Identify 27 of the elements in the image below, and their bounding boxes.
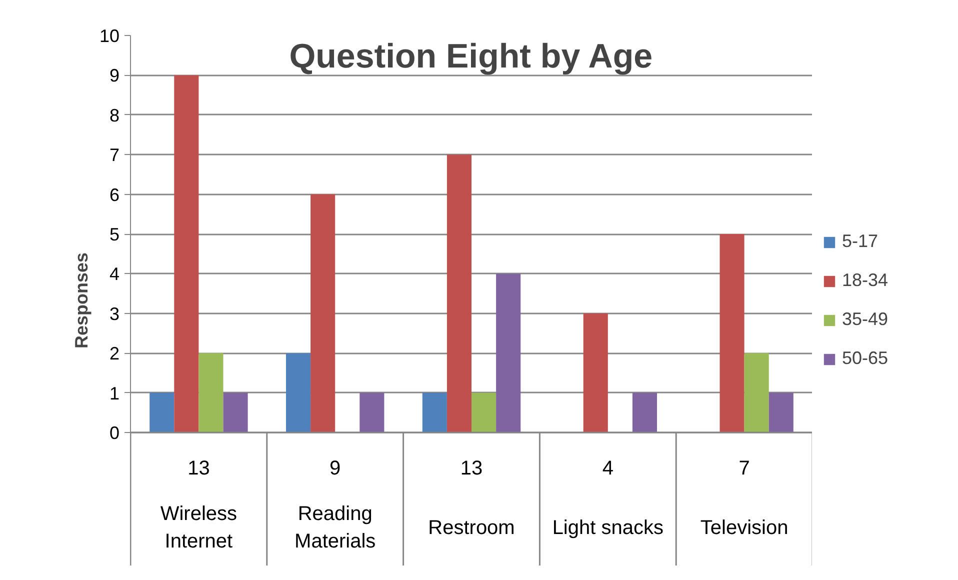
x-tick-label: Restroom (428, 516, 515, 539)
y-tick-label: 1 (109, 383, 120, 404)
x-tick-label: Television (700, 516, 788, 539)
y-tick-label: 5 (109, 224, 120, 244)
x-tick-label: Light snacks (552, 516, 664, 539)
y-tick-label: 3 (109, 304, 120, 324)
chart-title: Question Eight by Age (289, 38, 653, 76)
y-tick-label: 6 (109, 184, 120, 205)
total-label: 13 (188, 457, 210, 480)
legend-label: 18-34 (842, 270, 888, 291)
y-tick-label: 4 (109, 264, 120, 284)
y-tick-label: 0 (109, 423, 120, 444)
y-tick-label: 2 (109, 344, 120, 364)
total-label: 9 (330, 457, 341, 480)
total-label: 7 (738, 457, 750, 480)
y-tick-label: 9 (109, 66, 120, 86)
y-tick-label: 7 (109, 145, 120, 166)
x-tick-label: Reading Materials (294, 503, 376, 553)
y-axis-title: Responses (71, 252, 92, 349)
total-label: 4 (602, 457, 614, 480)
x-tick-label: Wireless Internet (160, 503, 238, 553)
y-tick-label: 10 (99, 26, 120, 46)
legend-label: 5-17 (842, 231, 878, 252)
legend-label: 50-65 (842, 348, 888, 369)
y-tick-label: 8 (109, 105, 120, 126)
total-label: 13 (460, 457, 483, 480)
legend-label: 35-49 (842, 309, 888, 330)
